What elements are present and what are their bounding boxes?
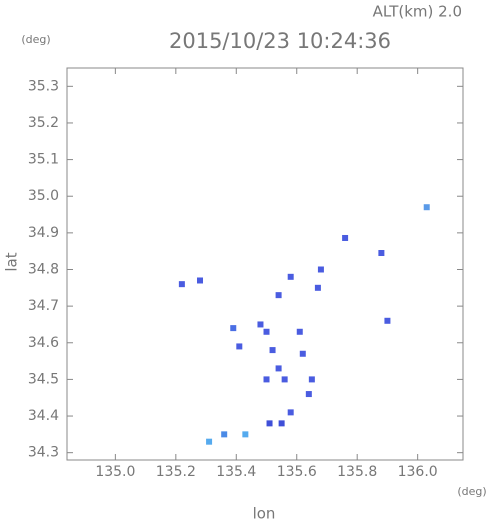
plot-frame [66,67,464,461]
x-tick-label: 135.6 [277,464,317,480]
x-tick-label: 135.2 [156,464,196,480]
y-tick-label: 34.5 [28,371,59,387]
echo-point [275,365,282,372]
echo-point [287,273,294,280]
echo-point [308,376,315,383]
y-tick-label: 34.7 [28,298,59,314]
y-tick-label: 34.8 [28,261,59,277]
x-axis-label: lon [253,505,276,521]
y-tick-label: 35.1 [28,152,59,168]
echo-point [206,438,213,445]
echo-point [281,376,288,383]
echo-point [230,325,237,332]
echo-point [266,420,273,427]
echo-point [263,328,270,335]
x-tick-label: 136.0 [398,464,438,480]
echo-point [317,266,324,273]
echo-point [314,284,321,291]
x-tick-label: 135.4 [216,464,256,480]
echo-point [257,321,264,328]
echo-point [378,250,385,257]
y-axis-label: lat [3,252,21,271]
x-unit: (deg) [457,485,486,498]
y-tick-label: 34.9 [28,225,59,241]
y-tick-label: 35.2 [28,115,59,131]
y-tick-label: 34.4 [28,408,59,424]
echo-point [275,292,282,299]
echo-point [178,281,185,288]
echo-point [296,328,303,335]
y-tick-label: 35.3 [28,78,59,94]
echo-point [287,409,294,416]
y-tick-label: 34.6 [28,335,59,351]
chart-title: 2015/10/23 10:24:36 [169,29,391,53]
echo-point [278,420,285,427]
x-tick-label: 135.0 [95,464,135,480]
echo-point [263,376,270,383]
echo-point [236,343,243,350]
echo-point [299,350,306,357]
y-tick-label: 34.3 [28,445,59,461]
echo-point [242,431,249,438]
echo-point [221,431,228,438]
echo-point [384,317,391,324]
echo-point [423,204,430,211]
x-tick-label: 135.8 [337,464,377,480]
y-tick-label: 35.0 [28,188,59,204]
echo-point [342,234,349,241]
echo-point [197,277,204,284]
echo-point [305,391,312,398]
altitude: ALT(km) 2.0 [373,3,462,21]
echo-point [269,347,276,354]
y-unit: (deg) [21,33,50,46]
